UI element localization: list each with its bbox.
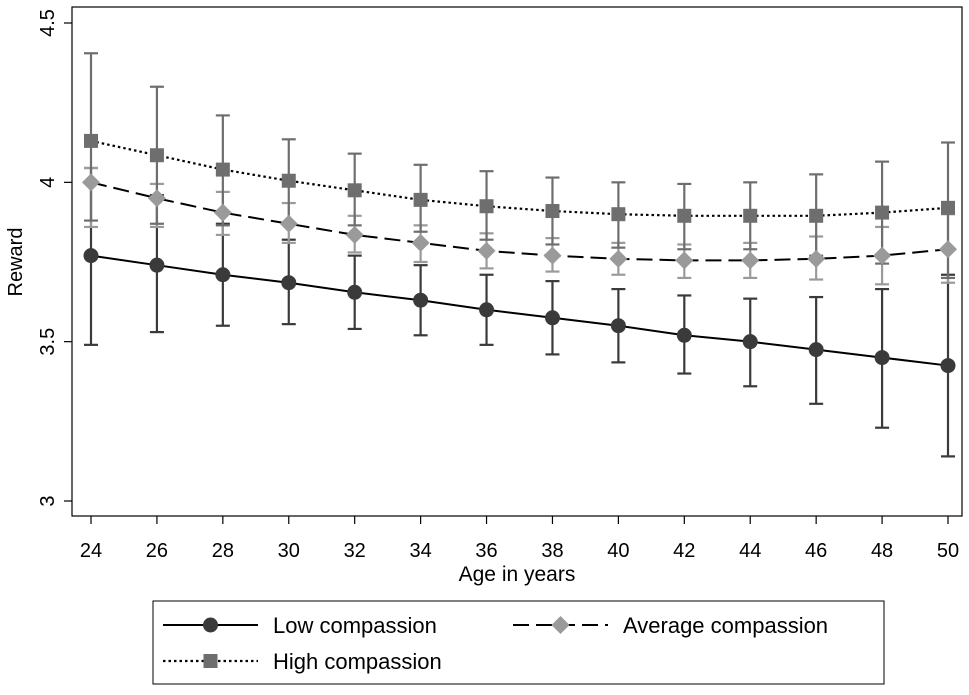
y-axis-label: Reward (5, 228, 27, 297)
data-point (675, 251, 694, 270)
x-tick-label: 28 (212, 540, 234, 562)
data-point (281, 173, 296, 188)
data-point (477, 241, 496, 260)
data-point (411, 233, 430, 252)
data-point (874, 350, 890, 366)
data-point (149, 257, 165, 273)
series-line (90, 254, 949, 367)
legend-marker (551, 616, 570, 634)
data-point (215, 162, 230, 177)
series-high-compassion (84, 133, 955, 223)
x-tick-label: 38 (541, 540, 563, 562)
y-tick-label: 4.5 (37, 9, 59, 37)
data-point (808, 342, 824, 358)
data-point (345, 225, 364, 244)
data-point (147, 189, 166, 208)
data-point (742, 334, 758, 350)
x-axis: 24 26 28 30 32 34 36 38 40 42 44 46 48 50 (80, 516, 959, 562)
x-tick-label: 48 (871, 540, 893, 562)
legend: Low compassion Average compassion High com… (152, 600, 885, 685)
data-point (347, 284, 363, 300)
x-tick-label: 26 (146, 540, 168, 562)
legend-label: Low compassion (273, 613, 437, 638)
data-point (215, 267, 231, 283)
data-point (149, 148, 164, 163)
data-point (807, 249, 826, 268)
plot-frame (71, 6, 963, 517)
data-point (809, 208, 824, 223)
y-tick-label: 4 (37, 177, 59, 188)
data-point (84, 133, 98, 148)
data-point (609, 249, 628, 268)
legend-label: High compassion (273, 649, 442, 674)
data-point (873, 246, 892, 265)
y-axis: 3 3.5 4 4.5 (37, 9, 72, 507)
y-tick-label: 3.5 (37, 328, 59, 356)
legend-item-high-compassion: High compassion (163, 649, 442, 674)
legend-item-average-compassion: Average compassion (513, 613, 828, 638)
data-point (941, 200, 955, 215)
data-point (413, 292, 429, 308)
series-line (90, 181, 949, 262)
x-tick-label: 30 (278, 540, 300, 562)
x-tick-label: 32 (344, 540, 366, 562)
x-tick-label: 40 (607, 540, 629, 562)
data-point (545, 204, 560, 219)
legend-label: Average compassion (623, 613, 828, 638)
x-tick-label: 46 (805, 540, 827, 562)
data-point (676, 327, 692, 343)
x-tick-label: 36 (475, 540, 497, 562)
legend-marker (203, 654, 218, 668)
data-point (413, 192, 428, 207)
data-point (213, 203, 232, 222)
x-axis-label: Age in years (459, 563, 576, 586)
x-tick-label: 24 (80, 540, 102, 562)
x-tick-label: 44 (739, 540, 761, 562)
data-point (611, 207, 626, 222)
series-low-compassion (83, 248, 956, 374)
data-point (743, 208, 758, 223)
x-tick-label: 34 (409, 540, 431, 562)
data-point (544, 310, 560, 326)
x-tick-label: 42 (673, 540, 695, 562)
data-point (479, 302, 495, 318)
data-point (940, 358, 956, 374)
data-point (281, 275, 297, 291)
x-tick-label: 50 (937, 540, 959, 562)
data-point (279, 214, 298, 233)
data-point (939, 240, 957, 259)
data-point (677, 208, 692, 223)
series-layer (82, 52, 957, 458)
legend-frame (152, 600, 885, 685)
data-point (741, 251, 760, 270)
legend-item-low-compassion: Low compassion (163, 613, 437, 638)
data-point (479, 199, 494, 214)
data-point (83, 248, 99, 264)
y-tick-label: 3 (37, 495, 59, 506)
data-point (543, 246, 562, 265)
data-point (610, 318, 626, 334)
data-point (82, 173, 100, 192)
data-point (875, 205, 890, 220)
legend-marker (203, 617, 218, 633)
series-average-compassion (82, 173, 957, 270)
data-point (347, 183, 362, 198)
